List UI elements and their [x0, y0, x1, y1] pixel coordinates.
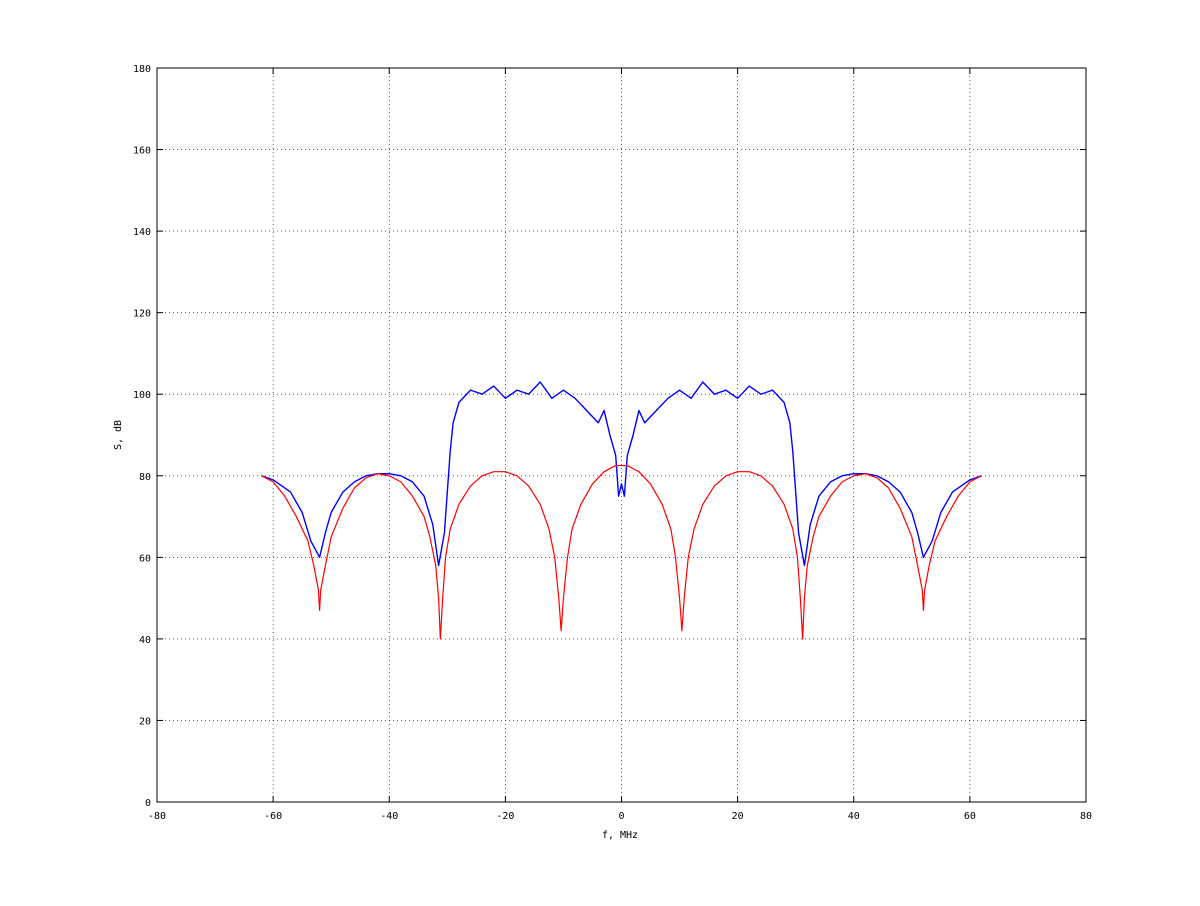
series-line-1	[261, 381, 982, 567]
y-tick-label: 120	[133, 309, 151, 320]
x-tick-label: 80	[1080, 811, 1092, 822]
x-tick-label: 20	[732, 811, 744, 822]
series-layer	[261, 381, 982, 640]
y-tick-label: 60	[139, 553, 151, 564]
ticks: -80 -60 -40 -20 0 20 40 60 80 0 20 40 60 80 100 120 140 1…	[133, 64, 1092, 822]
x-tick-label: 60	[964, 811, 976, 822]
x-tick-label: -80	[148, 811, 166, 822]
y-tick-label: 20	[139, 716, 151, 727]
y-tick-label: 180	[133, 64, 151, 75]
y-tick-label: 140	[133, 227, 151, 238]
x-tick-label: -20	[496, 811, 514, 822]
plot-frame	[156, 67, 1087, 803]
y-tick-label: 80	[139, 472, 151, 483]
y-tick-label: 40	[139, 635, 151, 646]
x-tick-label: 40	[848, 811, 860, 822]
x-tick-label: -40	[380, 811, 398, 822]
y-tick-label: 100	[133, 390, 151, 401]
y-tick-label: 160	[133, 146, 151, 157]
y-axis-label: S, dB	[113, 420, 124, 450]
series-line-2	[261, 464, 982, 640]
x-tick-label: 0	[618, 811, 624, 822]
y-tick-label: 0	[145, 798, 151, 809]
x-axis-label: f, MHz	[602, 830, 638, 841]
grid	[157, 68, 1086, 802]
x-tick-label: -60	[264, 811, 282, 822]
